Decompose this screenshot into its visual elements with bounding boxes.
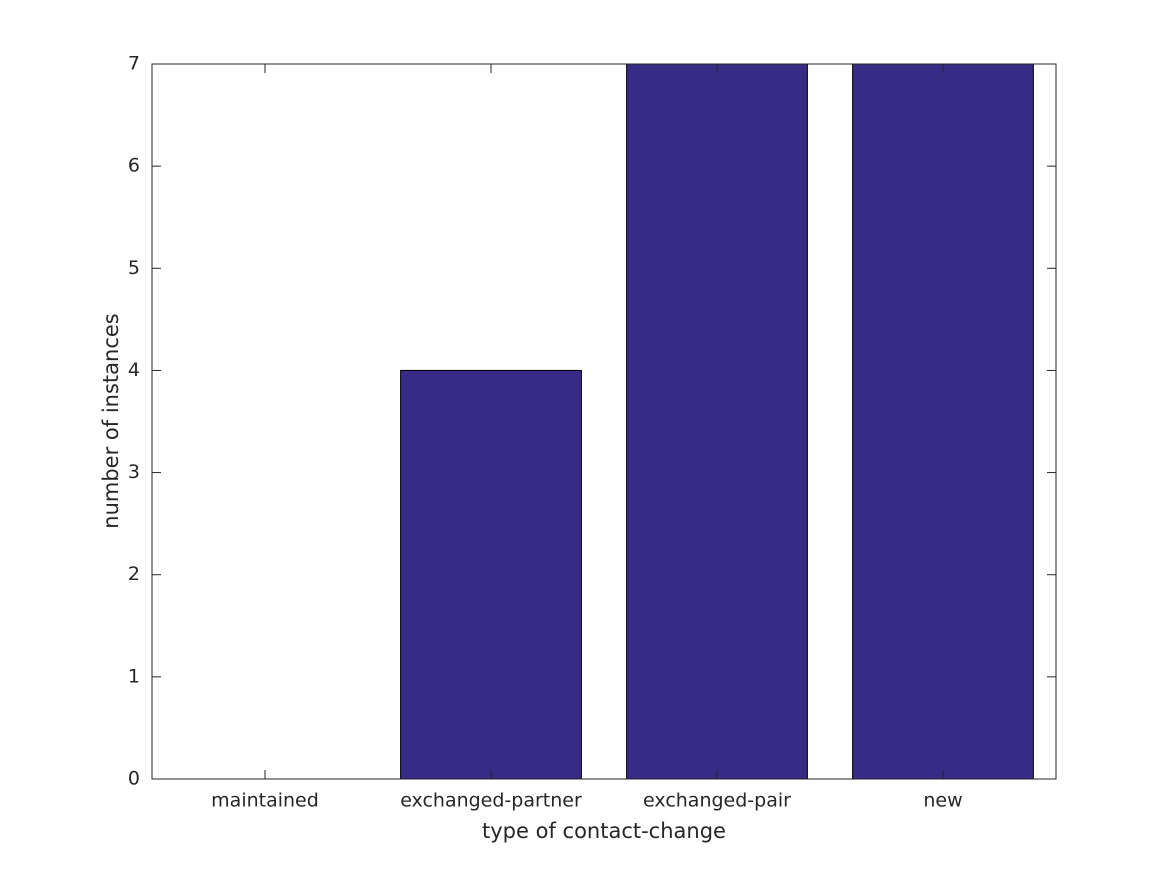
y-tick-label: 6 <box>128 155 140 177</box>
axes-box <box>151 63 1057 780</box>
y-tick-label: 4 <box>128 359 140 381</box>
bar <box>852 63 1034 780</box>
x-tick-label: exchanged-pair <box>643 790 791 812</box>
bar <box>400 369 582 780</box>
y-tick-label: 7 <box>128 53 140 75</box>
bar <box>626 63 808 780</box>
y-tick-label: 2 <box>128 563 140 585</box>
x-tick-label: exchanged-partner <box>400 790 582 812</box>
x-tick-label: new <box>923 790 962 812</box>
y-tick-label: 5 <box>128 257 140 279</box>
y-tick-label: 0 <box>128 768 140 790</box>
y-tick-label: 1 <box>128 665 140 687</box>
x-tick-label: maintained <box>211 790 319 812</box>
x-axis-label: type of contact-change <box>482 819 726 843</box>
y-axis-label: number of instances <box>99 313 123 528</box>
y-tick-label: 3 <box>128 461 140 483</box>
